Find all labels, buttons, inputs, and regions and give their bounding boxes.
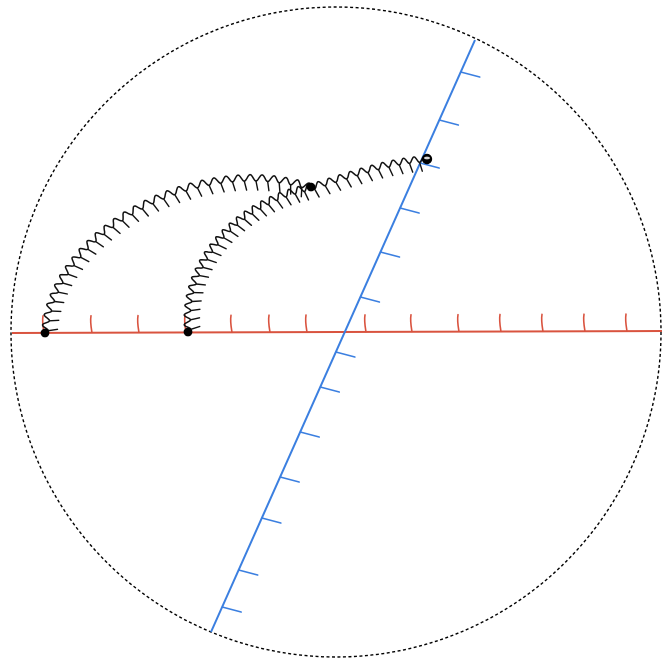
tilted-tick-13 — [221, 606, 242, 613]
tilted-tick-12 — [237, 569, 259, 576]
horizontal-tick-5 — [229, 314, 233, 334]
points-group — [40, 153, 433, 338]
tilted-axis-line — [210, 39, 476, 633]
tilted-tick-11 — [261, 517, 282, 524]
short-arc-curve — [310, 155, 428, 190]
horizontal-tick-2 — [89, 314, 93, 334]
tilted-tick-2 — [438, 119, 460, 126]
inner-arc-curve-hairs — [189, 190, 310, 330]
horizontal-axis-ticks — [41, 313, 628, 334]
horizontal-tick-3 — [136, 314, 140, 334]
tilted-tick-5 — [379, 251, 401, 258]
tilted-axis-group — [210, 39, 481, 633]
wavy-curves-group — [41, 155, 428, 334]
tilted-tick-7 — [335, 351, 356, 358]
tilted-axis-ticks — [221, 71, 481, 613]
tilted-tick-1 — [459, 71, 481, 78]
horizontal-tick-11 — [498, 313, 502, 333]
horizontal-axis-line — [11, 330, 663, 334]
tilted-tick-4 — [399, 207, 420, 214]
tilted-tick-6 — [359, 296, 381, 303]
tilted-tick-10 — [279, 476, 300, 483]
horizontal-tick-9 — [409, 313, 413, 333]
point-p1 — [40, 328, 50, 338]
point-p3 — [306, 182, 316, 192]
outer-arc-curve — [41, 173, 312, 334]
horizontal-tick-8 — [363, 314, 367, 333]
horizontal-tick-7 — [304, 314, 308, 333]
tilted-tick-8 — [319, 386, 341, 393]
point-p2 — [183, 327, 193, 337]
tilted-tick-9 — [299, 431, 320, 438]
short-arc-curve-hairs — [313, 161, 423, 198]
tilted-tick-3 — [419, 162, 440, 169]
inner-arc-curve — [183, 183, 312, 333]
horizontal-tick-14 — [624, 313, 628, 332]
horizontal-tick-13 — [582, 313, 586, 333]
horizontal-tick-6 — [267, 314, 271, 334]
horizontal-axis-group — [11, 313, 663, 334]
horizontal-tick-12 — [540, 313, 544, 333]
point-p4-highlight — [424, 156, 430, 160]
horizontal-tick-10 — [456, 313, 460, 333]
outer-arc-curve-hairs — [47, 180, 303, 332]
